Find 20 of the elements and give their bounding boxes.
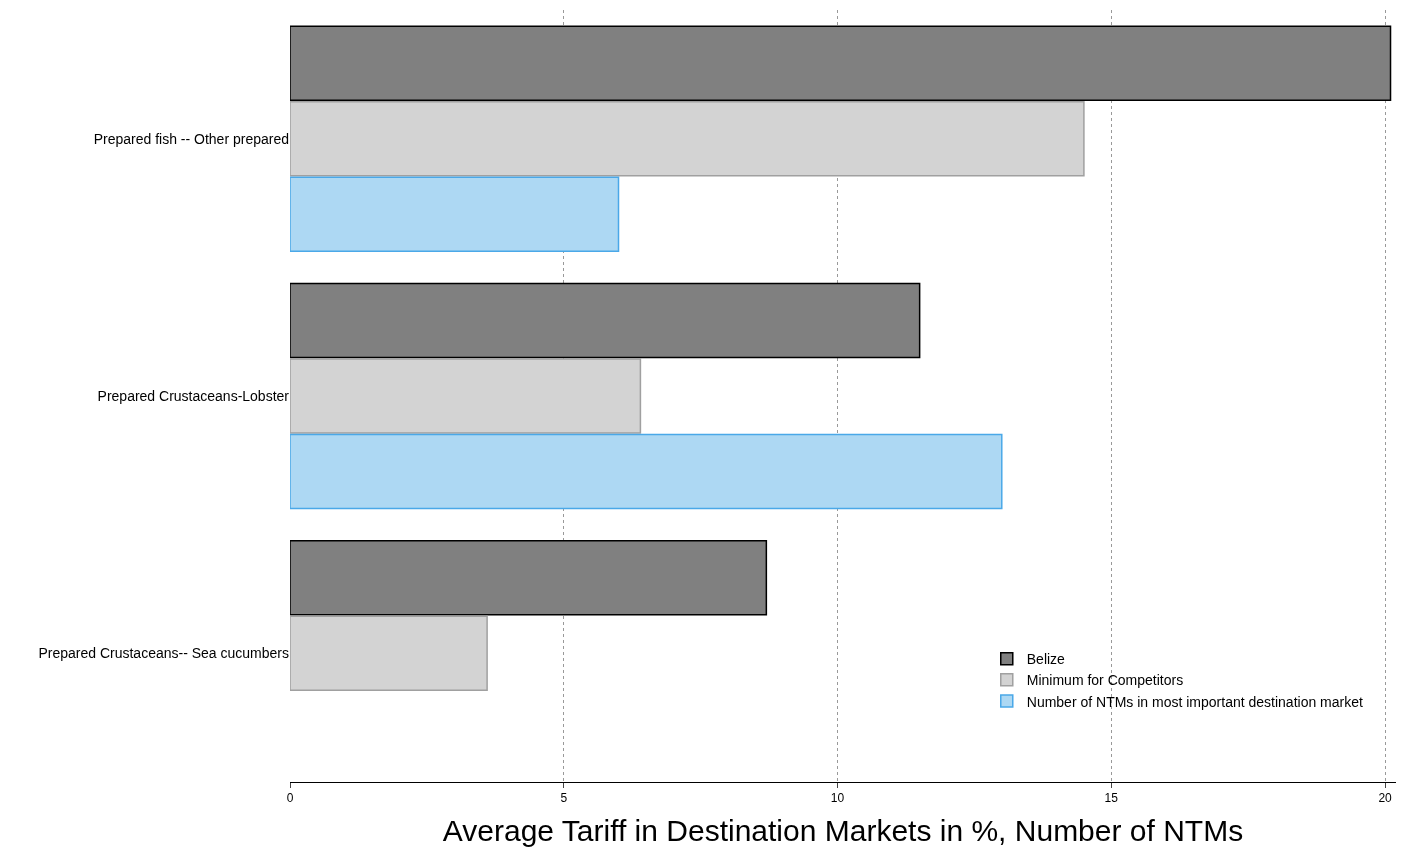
- x-tick-label: 5: [560, 791, 568, 806]
- y-tick-label: Prepared Crustaceans-- Sea cucumbers: [38, 645, 289, 662]
- bar: [290, 282, 921, 359]
- x-axis-title: Average Tariff in Destination Markets in %, Number of NTMs: [442, 813, 1244, 847]
- y-tick-label: Prepared Crustaceans-Lobster: [97, 387, 290, 404]
- bar: [290, 176, 620, 252]
- legend-label: Minimum for Competitors: [1026, 672, 1184, 689]
- bar: [290, 358, 642, 434]
- x-tick-label: 0: [286, 791, 294, 806]
- x-tick-label: 15: [1104, 791, 1119, 806]
- legend-label: Belize: [1026, 651, 1066, 668]
- legend-label: Number of NTMs in most important destination market: [1026, 693, 1364, 710]
- bar: [290, 540, 768, 616]
- bar: [290, 100, 1085, 177]
- bar: [290, 25, 1392, 101]
- bar: [290, 433, 1003, 510]
- x-tick-label: 20: [1378, 791, 1393, 806]
- x-tick-label: 10: [830, 791, 845, 806]
- bar: [290, 615, 488, 692]
- y-tick-label: Prepared fish -- Other prepared: [93, 130, 289, 147]
